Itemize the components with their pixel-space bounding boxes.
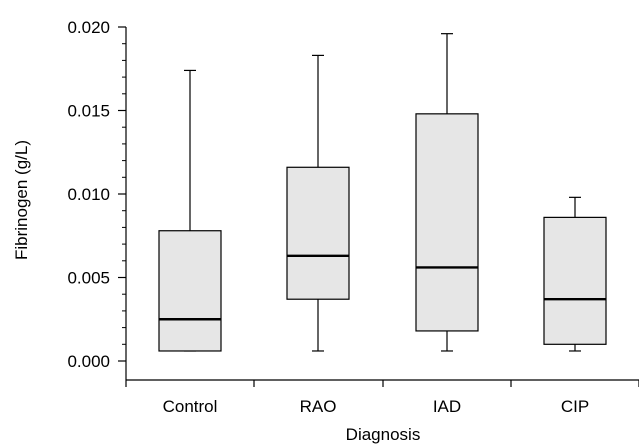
x-tick-label: Control [163, 397, 218, 416]
y-tick-label: 0.010 [67, 185, 110, 204]
boxes [158, 33, 607, 352]
y-tick-label: 0.020 [67, 18, 110, 37]
y-tick-label: 0.005 [67, 269, 110, 288]
x-tick-label: CIP [561, 397, 589, 416]
iqr-box [543, 216, 607, 345]
x-tick-label: RAO [300, 397, 337, 416]
x-ticks: Control RAO IAD CIP [125, 380, 639, 416]
y-axis: 0.000 0.005 0.010 0.015 0.020 [67, 18, 127, 380]
box-rao [286, 54, 350, 352]
iqr-box [415, 113, 479, 332]
box-control [158, 69, 222, 352]
y-axis-title: Fibrinogen (g/L) [12, 140, 31, 260]
box-cip [543, 196, 607, 352]
y-tick-label: 0.000 [67, 352, 110, 371]
iqr-box [286, 166, 350, 300]
y-ticks: 0.000 0.005 0.010 0.015 0.020 [67, 18, 126, 371]
x-tick-label: IAD [433, 397, 461, 416]
y-tick-label: 0.015 [67, 102, 110, 121]
iqr-box [158, 230, 222, 352]
box-iad [415, 33, 479, 352]
x-axis: Control RAO IAD CIP [125, 379, 639, 416]
x-axis-title: Diagnosis [346, 425, 421, 444]
